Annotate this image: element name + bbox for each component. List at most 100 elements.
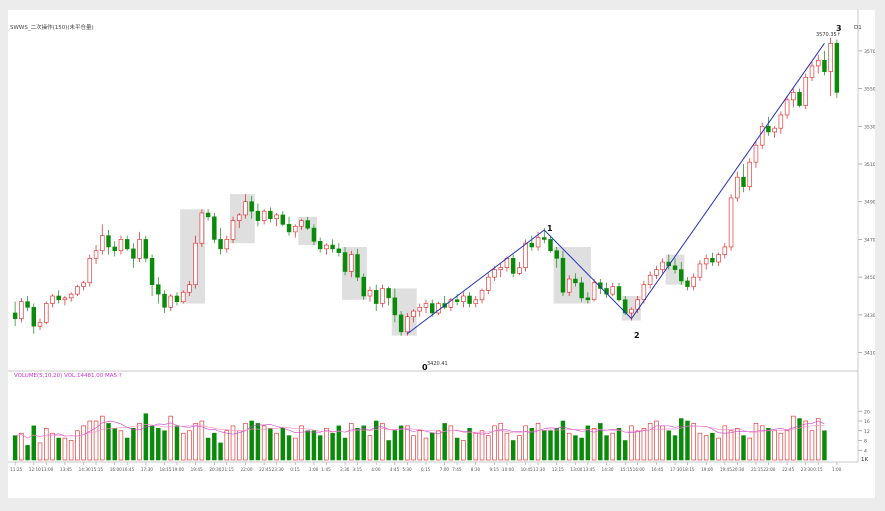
candle-body: [218, 239, 223, 250]
volume-bar: [131, 428, 136, 461]
candle-body: [585, 297, 591, 301]
candle-body: [492, 269, 497, 278]
candle-body: [772, 127, 777, 133]
volume-bar: [62, 437, 68, 461]
candle-body: [361, 276, 366, 297]
time-tick-label: 0:15: [290, 467, 300, 472]
volume-bar: [349, 423, 354, 461]
candle-body: [274, 214, 279, 219]
volume-bar: [741, 435, 746, 461]
time-tick-label: 6:15: [421, 467, 431, 472]
wave-label-1: 1: [547, 224, 553, 233]
volume-bar: [274, 432, 279, 461]
time-tick-label: 1:00: [309, 467, 319, 472]
candle-body: [100, 235, 105, 252]
candle-body: [112, 246, 117, 252]
candle-body: [330, 244, 335, 250]
volume-bar: [728, 430, 734, 461]
volume-bar: [373, 420, 379, 461]
candle-body: [542, 237, 547, 240]
time-tick-label: 15:15: [620, 467, 632, 472]
volume-bar: [162, 430, 167, 461]
volume-bar: [591, 428, 597, 461]
time-tick-label: 23:30: [272, 467, 284, 472]
candle-body: [672, 265, 678, 270]
volume-bar: [548, 430, 553, 461]
candle-body: [741, 176, 746, 187]
time-tick-label: 4:45: [390, 467, 400, 472]
candle-body: [691, 276, 696, 287]
volume-bar: [106, 423, 111, 461]
volume-bar: [143, 413, 149, 461]
volume-indicator-label: VOLUME(5,10,20) VOL:14481.00 MA5:?: [14, 373, 122, 379]
price-tick-label: 3490: [864, 200, 875, 206]
candle-body: [679, 269, 684, 282]
volume-bar: [75, 430, 80, 461]
volume-bar: [510, 440, 516, 461]
candle-body: [423, 303, 429, 308]
volume-bar: [268, 428, 273, 461]
volume-bar: [467, 428, 472, 461]
time-tick-label: 16:00: [633, 467, 645, 472]
volume-bar: [398, 425, 404, 461]
price-tick-label: 3450: [864, 275, 875, 281]
candle-body: [815, 59, 821, 67]
time-tick-label: 20:30: [732, 467, 744, 472]
time-tick-label: 5:30: [402, 467, 412, 472]
candle-body: [554, 250, 559, 259]
candle-body: [237, 214, 242, 221]
candle-body: [753, 144, 759, 163]
time-tick-label: 3:15: [353, 467, 363, 472]
volume-bar: [454, 437, 460, 461]
volume-bar: [722, 425, 728, 461]
time-tick-label: 14:30: [602, 467, 614, 472]
volume-bar: [685, 420, 690, 461]
time-tick-label: 13:45: [583, 467, 595, 472]
volume-bar: [803, 420, 808, 461]
volume-bar: [205, 437, 211, 461]
candle-body: [486, 276, 491, 291]
volume-bar: [243, 423, 248, 461]
volume-bar: [579, 437, 584, 461]
candle-body: [448, 299, 454, 308]
volume-bar: [25, 445, 30, 461]
candle-body: [710, 257, 715, 263]
volume-bar: [293, 437, 298, 461]
volume-bar: [529, 428, 535, 461]
candle-body: [243, 201, 248, 216]
candle-body: [131, 248, 136, 259]
volume-bar: [392, 430, 398, 461]
volume-bar: [679, 418, 684, 461]
volume-bar: [523, 425, 528, 461]
chart-window: 3410 3430 3450 3470 3490 3510 3530 3550 3570 4 8 1…: [8, 10, 876, 498]
volume-bar: [747, 437, 752, 461]
candle-body: [616, 286, 622, 301]
time-tick-label: 7:45: [452, 467, 462, 472]
candle-body: [205, 212, 211, 218]
wave-layer: [407, 43, 825, 335]
volume-bar: [386, 440, 391, 461]
candle-body: [137, 239, 142, 259]
volume-bar: [535, 423, 541, 461]
time-tick-label: 8:30: [471, 467, 481, 472]
price-tick-label: 3550: [864, 87, 875, 93]
candle-body: [199, 212, 205, 244]
candle-body: [50, 295, 55, 304]
volume-bar: [37, 442, 43, 461]
candle-body: [373, 290, 379, 304]
high-price-annotation: 3570.35↑: [816, 32, 841, 38]
volume-bar: [461, 440, 466, 461]
candle-body: [324, 244, 329, 250]
time-tick-label: 19:45: [720, 467, 732, 472]
wave-label-3: 3: [836, 24, 842, 33]
candle-body: [193, 242, 198, 285]
volume-bar: [654, 420, 659, 461]
candle-body: [93, 250, 99, 259]
candle-body: [37, 322, 43, 327]
time-tick-label: 21:15: [751, 467, 763, 472]
volume-bar: [629, 425, 634, 461]
volume-bar: [436, 430, 441, 461]
candle-body: [56, 295, 61, 301]
volume-bar: [249, 420, 254, 461]
volume-bar: [703, 435, 709, 461]
